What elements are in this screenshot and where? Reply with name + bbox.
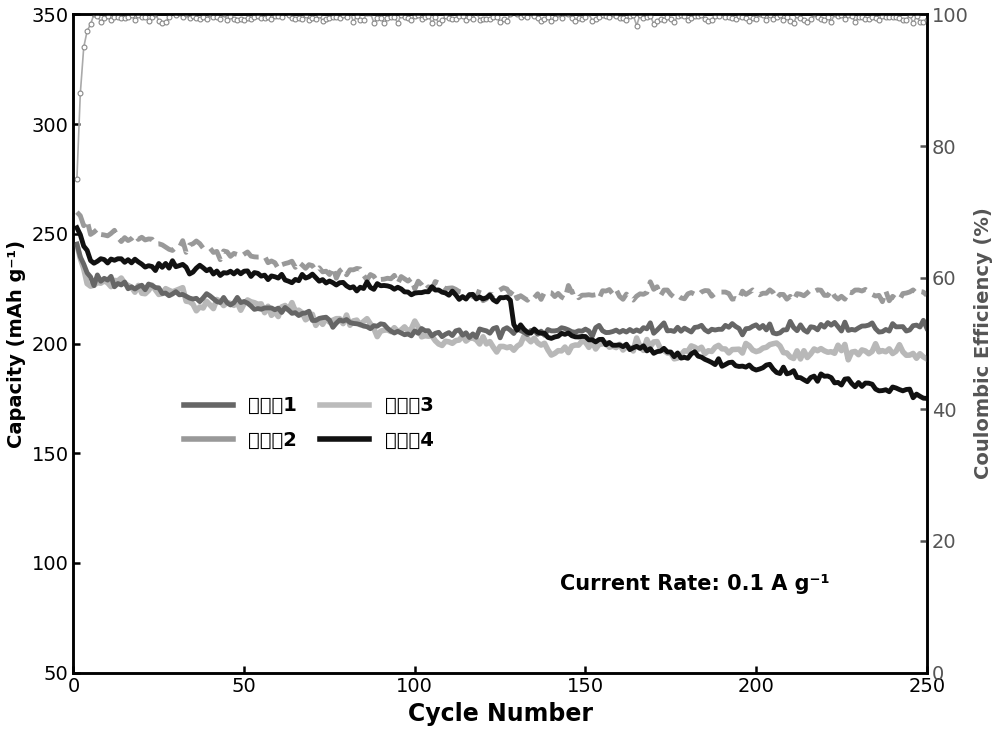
实施例1 — [921, 324, 933, 333]
实施例4 — [422, 287, 434, 296]
实施例1 — [661, 326, 673, 335]
实施例1 — [422, 326, 434, 335]
实施例2 — [921, 291, 933, 300]
实施例4 — [562, 328, 574, 337]
实施例2 — [422, 282, 434, 291]
实施例2 — [412, 277, 424, 286]
X-axis label: Cycle Number: Cycle Number — [408, 702, 593, 726]
实施例2 — [71, 207, 83, 216]
实施例4 — [71, 224, 83, 232]
实施例1 — [566, 328, 578, 336]
实施例2 — [890, 295, 902, 303]
实施例4 — [211, 267, 223, 276]
Y-axis label: Coulombic Efficiency (%): Coulombic Efficiency (%) — [974, 207, 993, 479]
实施例2 — [562, 281, 574, 290]
实施例3 — [211, 295, 223, 304]
实施例1 — [890, 323, 902, 331]
实施例1 — [71, 240, 83, 248]
实施例4 — [412, 288, 424, 297]
Line: 实施例3: 实施例3 — [77, 245, 927, 360]
实施例4 — [658, 344, 670, 353]
Text: Current Rate: 0.1 A g⁻¹: Current Rate: 0.1 A g⁻¹ — [560, 574, 829, 594]
实施例1 — [211, 297, 223, 306]
Line: 实施例4: 实施例4 — [77, 228, 927, 399]
实施例1 — [494, 334, 506, 342]
Line: 实施例1: 实施例1 — [77, 244, 927, 338]
实施例3 — [890, 347, 902, 356]
实施例3 — [921, 355, 933, 364]
Line: 实施例2: 实施例2 — [77, 212, 927, 302]
Legend: 实施例1, 实施例2, 实施例3, 实施例4: 实施例1, 实施例2, 实施例3, 实施例4 — [169, 380, 449, 465]
实施例2 — [211, 247, 223, 256]
实施例4 — [887, 383, 899, 391]
实施例3 — [658, 346, 670, 355]
实施例3 — [412, 323, 424, 331]
实施例3 — [562, 348, 574, 357]
实施例3 — [842, 356, 854, 364]
Y-axis label: Capacity (mAh g⁻¹): Capacity (mAh g⁻¹) — [7, 240, 26, 448]
实施例2 — [876, 298, 888, 306]
实施例3 — [422, 332, 434, 341]
实施例2 — [658, 286, 670, 295]
实施例3 — [71, 240, 83, 249]
实施例4 — [921, 394, 933, 403]
实施例1 — [412, 329, 424, 338]
